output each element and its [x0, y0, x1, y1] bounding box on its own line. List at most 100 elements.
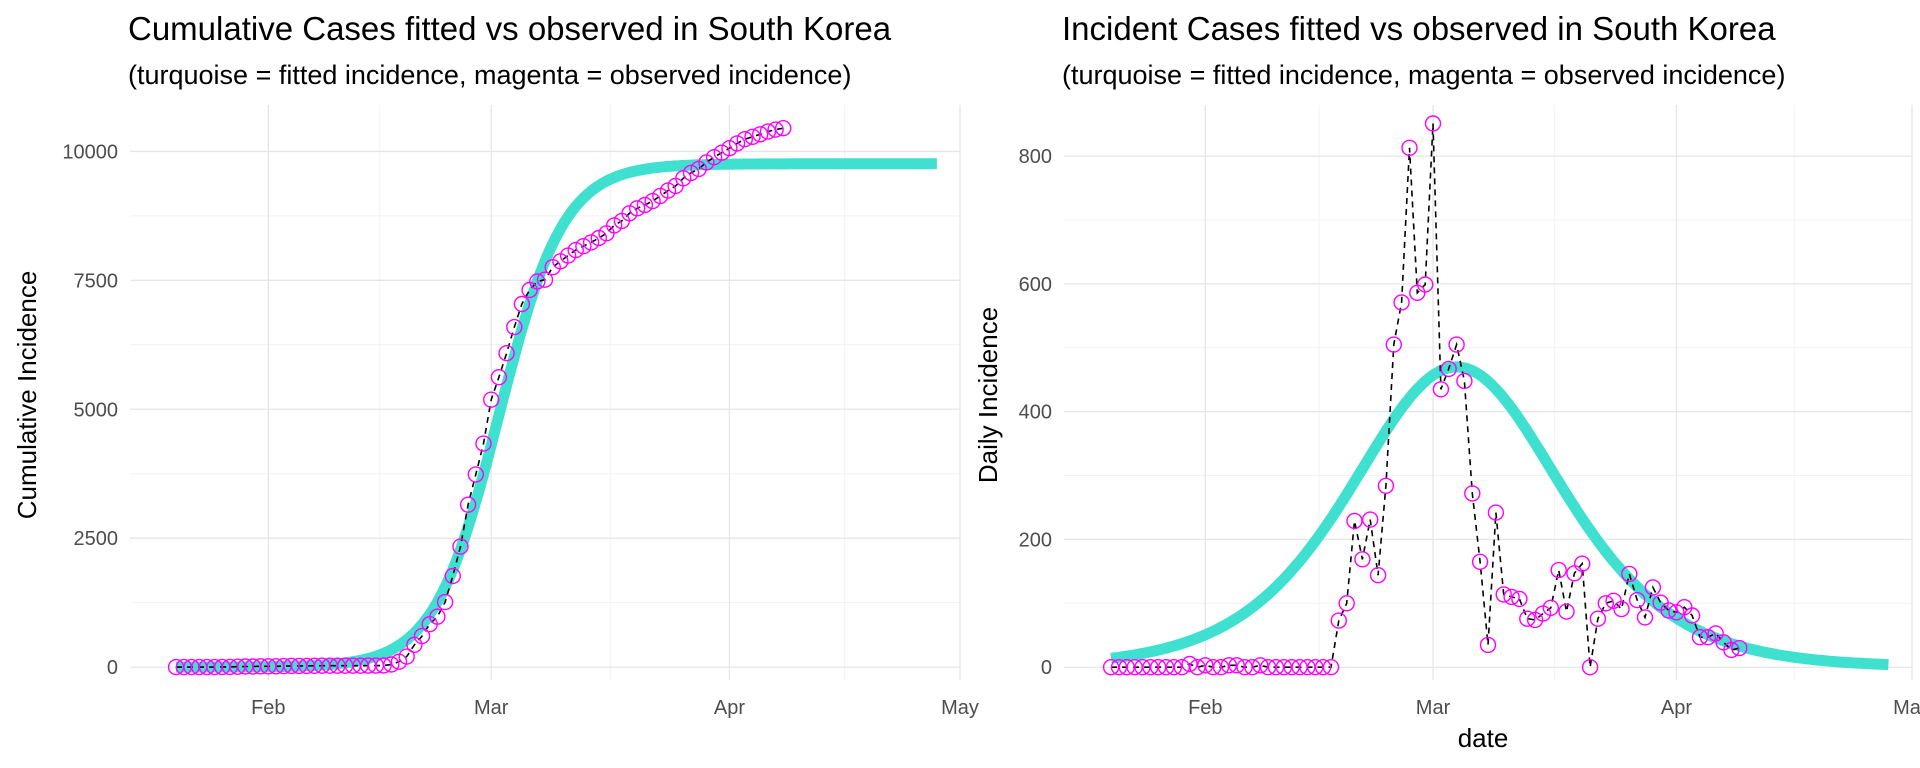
observed-point: [513, 295, 531, 313]
observed-point: [1503, 588, 1520, 606]
observed-point: [636, 196, 654, 214]
observed-point: [1691, 629, 1709, 646]
observed-point: [1369, 567, 1387, 584]
observed-point: [452, 538, 469, 555]
observed-point: [398, 648, 415, 665]
observed-point: [1259, 659, 1277, 676]
observed-point: [1424, 115, 1442, 132]
observed-point: [1212, 659, 1230, 676]
observed-point: [483, 391, 500, 408]
observed-point: [1322, 659, 1340, 676]
x-tick-label: Apr: [1661, 697, 1692, 719]
observed-point: [490, 369, 508, 386]
panel-subtitle: (turquoise = fitted incidence, magenta =…: [1062, 60, 1785, 90]
y-tick-label: 400: [1019, 402, 1052, 424]
observed-point: [1377, 477, 1395, 494]
fitted-line: [174, 158, 939, 673]
y-tick-label: 0: [1041, 657, 1052, 679]
observed-point: [1589, 610, 1607, 627]
observed-point: [1291, 659, 1308, 676]
observed-point: [575, 237, 592, 255]
observed-point: [752, 126, 769, 143]
observed-point: [1228, 657, 1245, 674]
x-tick-label: May: [1893, 697, 1920, 719]
observed-point: [1487, 504, 1505, 521]
y-tick-label: 5000: [74, 399, 119, 421]
observed-point: [1361, 511, 1379, 528]
observed-line: [1111, 123, 1740, 669]
panel-cumulative: Cumulative Cases fitted vs observed in S…: [12, 10, 979, 719]
observed-point: [436, 593, 454, 611]
observed-point: [1346, 512, 1363, 530]
observed-point: [1613, 600, 1630, 618]
x-tick-label: Mar: [474, 697, 509, 719]
observed-point: [1456, 372, 1473, 390]
observed-point: [1723, 641, 1740, 659]
observed-point: [1628, 591, 1646, 609]
observed-point: [1495, 586, 1512, 603]
observed-point: [1354, 551, 1371, 568]
observed-point: [1385, 336, 1403, 353]
fitted-series: [1109, 361, 1890, 671]
fitted-series: [174, 158, 939, 673]
observed-point: [1668, 604, 1685, 621]
grid: [1064, 105, 1913, 680]
observed-point: [1479, 636, 1497, 654]
panel-incident: Incident Cases fitted vs observed in Sou…: [973, 10, 1920, 753]
panel-title: Cumulative Cases fitted vs observed in S…: [128, 10, 892, 47]
observed-point: [1165, 659, 1183, 676]
observed-point: [1197, 657, 1214, 674]
y-axis-title: Daily Incidence: [973, 307, 1003, 483]
observed-point: [582, 234, 600, 251]
tick-labels: 0 200 400 600 800 Feb Mar Apr May: [1019, 146, 1920, 719]
tick-labels: 0 2500 5000 7500 10000 Feb Mar Apr May: [62, 141, 979, 719]
observed-point: [567, 241, 584, 259]
observed-point: [529, 273, 546, 290]
observed-point: [467, 466, 484, 483]
observed-point: [744, 128, 761, 146]
observed-point: [705, 148, 723, 166]
y-tick-label: 2500: [74, 528, 119, 550]
observed-point: [429, 608, 446, 625]
y-tick-label: 0: [107, 657, 118, 679]
observed-point: [1181, 655, 1198, 673]
observed-point: [1581, 659, 1599, 676]
observed-point: [498, 345, 515, 362]
observed-point: [383, 656, 400, 673]
observed-point: [1597, 595, 1615, 612]
observed-point: [1644, 579, 1662, 596]
observed-point: [1204, 659, 1222, 676]
grid: [130, 105, 961, 680]
observed-point: [1621, 565, 1638, 583]
y-tick-label: 10000: [62, 141, 118, 163]
observed-point: [1511, 590, 1528, 608]
observed-point: [1683, 607, 1701, 624]
x-axis-title: date: [1458, 723, 1509, 753]
observed-series: [167, 119, 792, 676]
observed-point: [1157, 659, 1175, 676]
observed-point: [682, 164, 700, 182]
panel-subtitle: (turquoise = fitted incidence, magenta =…: [128, 60, 851, 90]
y-tick-label: 800: [1019, 146, 1052, 168]
observed-point: [1448, 336, 1465, 353]
observed-point: [629, 200, 646, 217]
y-axis-title: Cumulative Incidence: [12, 271, 42, 520]
observed-point: [1731, 639, 1748, 657]
observed-point: [1338, 595, 1355, 612]
observed-point: [1542, 599, 1560, 616]
observed-point: [1471, 553, 1489, 570]
y-tick-label: 200: [1019, 529, 1052, 551]
observed-point: [536, 271, 554, 288]
observed-point: [459, 496, 477, 513]
observed-point: [375, 657, 392, 674]
observed-point: [1519, 610, 1536, 627]
y-tick-label: 600: [1019, 274, 1052, 296]
observed-point: [606, 217, 623, 234]
observed-point: [1149, 659, 1167, 676]
observed-point: [444, 567, 461, 585]
observed-point: [1416, 276, 1434, 293]
observed-point: [1440, 360, 1457, 378]
observed-series: [1102, 115, 1748, 676]
